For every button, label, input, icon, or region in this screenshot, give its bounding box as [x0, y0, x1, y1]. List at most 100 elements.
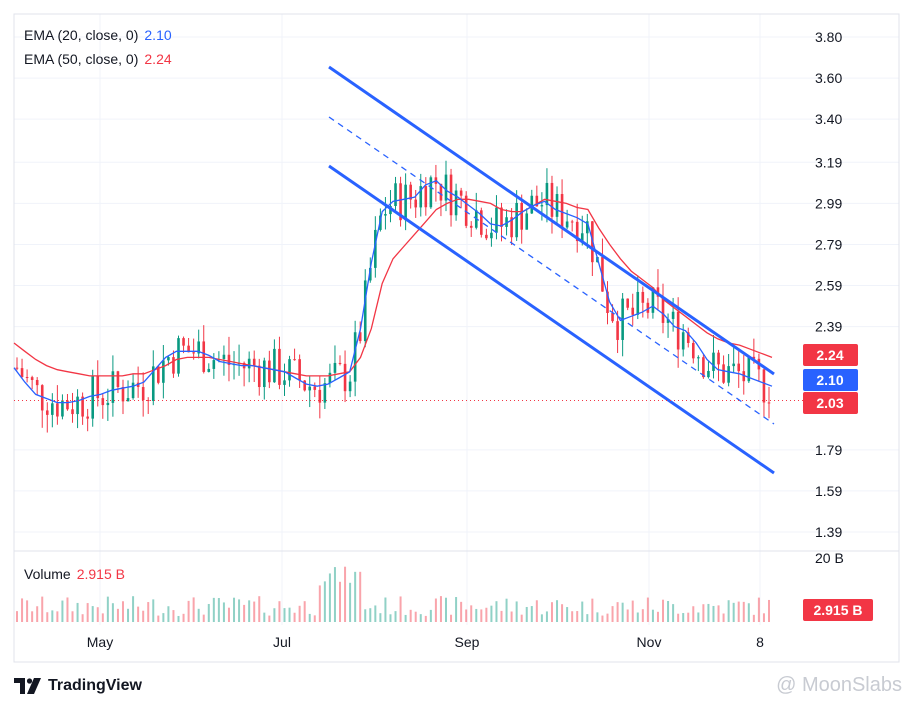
volume-bar [550, 602, 553, 622]
volume-bar [227, 607, 230, 622]
volume-bar [651, 609, 654, 622]
volume-bar [253, 601, 256, 622]
candlestick-series [15, 160, 771, 433]
candle-body [303, 380, 306, 391]
volume-bar [571, 611, 574, 622]
volume-bar [768, 599, 770, 622]
candle-body [106, 402, 110, 406]
candle-body [429, 177, 433, 208]
legend-ema50-name: EMA (50, close, 0) [24, 51, 139, 67]
candle-body [343, 363, 347, 392]
volume-bar [682, 613, 685, 622]
candle-body [641, 291, 645, 303]
volume-bar [545, 611, 548, 622]
volume-bar [470, 605, 473, 622]
volume-bar [21, 598, 24, 622]
candle-body [318, 389, 322, 403]
volume-bar [66, 597, 69, 622]
channel-lower-line[interactable] [328, 164, 775, 475]
volume-bar [621, 602, 624, 622]
channel-upper-line[interactable] [328, 65, 775, 376]
candle-body [419, 186, 423, 208]
volume-bar [535, 600, 538, 622]
legend-volume-value: 2.915 B [76, 566, 125, 582]
volume-bar [641, 609, 644, 622]
volume-bar [248, 600, 251, 622]
volume-bar [86, 603, 89, 622]
candle-body [35, 379, 39, 386]
descending-channel-drawing[interactable] [328, 65, 775, 475]
candle-body [424, 186, 428, 208]
legend-ema20-value: 2.10 [144, 27, 172, 43]
candle-body [353, 332, 357, 382]
volume-bar [581, 601, 584, 622]
time-tick-label: Nov [637, 634, 662, 650]
candle-body [575, 221, 579, 242]
candle-body [500, 207, 503, 227]
candle-body [182, 338, 185, 346]
time-tick-label: Jul [273, 634, 291, 650]
candle-body [732, 363, 735, 367]
candle-body [363, 280, 367, 342]
candle-body [686, 332, 690, 343]
volume-bar [202, 614, 205, 622]
candle-body [151, 366, 155, 401]
volume-bar [111, 603, 114, 622]
volume-bar [419, 614, 422, 622]
volume-bar [556, 600, 559, 622]
candle-body [535, 195, 539, 207]
candle-body [162, 360, 165, 383]
volume-bar [222, 602, 225, 622]
tradingview-logo[interactable]: TradingView [14, 677, 142, 695]
candle-body [560, 194, 564, 228]
volume-bar [465, 609, 468, 622]
volume-bar [106, 596, 109, 622]
legend-volume[interactable]: Volume 2.915 B [24, 566, 125, 582]
candle-body [71, 409, 74, 415]
price-axis[interactable]: 3.80 3.60 3.40 3.19 2.99 2.79 2.59 2.39 1.79 1.59… [815, 29, 842, 540]
volume-bar [485, 607, 488, 622]
price-tick-label: 3.60 [815, 70, 842, 86]
volume-bar [167, 606, 170, 622]
price-tick-label: 1.39 [815, 524, 842, 540]
candle-body [91, 375, 95, 419]
candle-body [606, 291, 609, 313]
volume-bar [389, 614, 392, 622]
volume-bar [46, 612, 49, 622]
channel-median-line[interactable] [328, 116, 775, 425]
candle-body [283, 380, 286, 385]
candle-body [86, 416, 89, 419]
time-axis[interactable]: May Jul Sep Nov 8 [87, 634, 764, 650]
volume-bar [439, 596, 442, 622]
volume-bar [328, 573, 331, 622]
candle-body [707, 370, 710, 378]
volume-bar [429, 609, 432, 622]
candle-body [298, 359, 301, 381]
legend-ema50[interactable]: EMA (50, close, 0) 2.24 [24, 51, 172, 67]
volume-bar [192, 597, 195, 622]
volume-bar [455, 597, 458, 622]
candle-body [192, 352, 195, 354]
volume-bar [752, 614, 755, 622]
legend-ema20[interactable]: EMA (20, close, 0) 2.10 [24, 27, 172, 43]
volume-bar [333, 567, 336, 622]
candle-body [439, 183, 443, 201]
candle-body [141, 387, 145, 401]
volume-bar [667, 600, 670, 622]
candle-body [227, 354, 231, 365]
price-tick-label: 2.99 [815, 195, 842, 211]
volume-bar [71, 611, 74, 622]
volume-bar [56, 611, 59, 622]
candle-body [404, 184, 407, 221]
candle-body [313, 386, 317, 390]
candle-body [712, 352, 715, 371]
candle-body [656, 287, 660, 297]
candle-body [681, 332, 685, 350]
volume-bar [697, 612, 700, 622]
candle-body [348, 381, 352, 392]
candle-body [671, 311, 675, 319]
volume-bar [762, 613, 765, 622]
volume-bar [742, 601, 745, 622]
volume-bar [132, 596, 135, 622]
